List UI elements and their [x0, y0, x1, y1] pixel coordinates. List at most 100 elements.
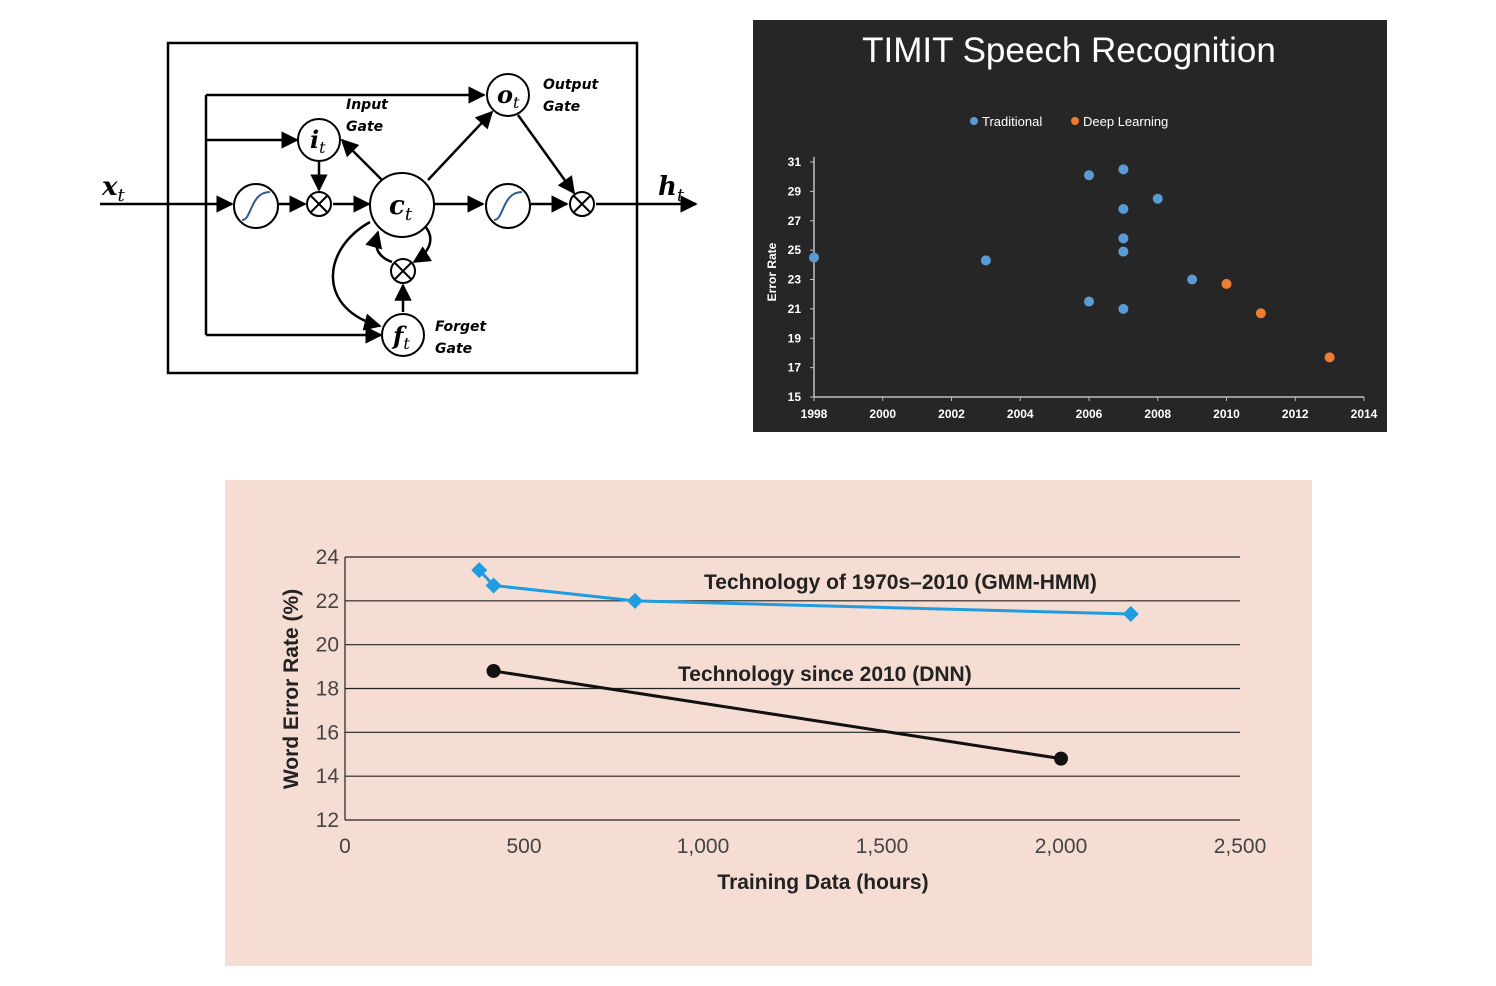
timit-legend-label: Deep Learning — [1083, 114, 1168, 129]
timit-y-tick-label: 27 — [788, 214, 802, 228]
timit-y-tick-label: 29 — [788, 184, 802, 198]
timit-y-tick-label: 21 — [788, 302, 802, 316]
wer-point-gmm-hmm — [1122, 605, 1139, 622]
wer-x-tick-label: 1,000 — [677, 835, 730, 858]
wer-x-tick-label: 2,500 — [1214, 835, 1267, 858]
timit-legend-label: Traditional — [982, 114, 1042, 129]
wer-x-tick-label: 1,500 — [856, 835, 909, 858]
edge-output-gate-mult — [516, 114, 576, 195]
edge-cell-mult-loop — [412, 224, 432, 264]
forget-gate-label-line1: Forget — [435, 319, 488, 335]
timit-point-traditional — [1118, 164, 1129, 175]
output-gate-node: ot — [486, 73, 530, 117]
svg-text:it: it — [310, 125, 326, 157]
output-symbol: ht — [658, 172, 685, 206]
wer-x-tick-label: 2,000 — [1035, 835, 1088, 858]
wer-y-tick-label: 20 — [316, 634, 339, 657]
timit-legend-marker — [1071, 117, 1079, 125]
wer-x-tick-label: 0 — [339, 835, 351, 858]
timit-x-tick-label: 2010 — [1213, 407, 1240, 421]
timit-point-traditional — [1084, 170, 1094, 181]
series-label-dnn: Technology since 2010 (DNN) — [678, 663, 972, 686]
lstm-cell-boundary — [166, 41, 639, 375]
output-gate-label-line2: Gate — [543, 99, 580, 115]
wer-y-tick-label: 14 — [316, 765, 340, 788]
timit-chart-title: TIMIT Speech Recognition — [862, 31, 1276, 70]
timit-point-traditional — [809, 252, 819, 263]
wer-y-tick-label: 22 — [316, 590, 339, 613]
wer-point-dnn — [1054, 751, 1068, 766]
timit-x-tick-label: 2000 — [869, 407, 896, 421]
svg-text:ct: ct — [389, 191, 413, 225]
timit-x-tick-label: 2002 — [938, 407, 965, 421]
multiply-node-forget — [390, 258, 416, 284]
wer-point-gmm-hmm — [471, 562, 488, 579]
timit-y-tick-label: 23 — [788, 273, 802, 287]
wer-series — [471, 562, 1139, 766]
multiply-node-output — [569, 191, 595, 217]
timit-x-tick-label: 2014 — [1351, 407, 1378, 421]
timit-x-tick-label: 2006 — [1076, 407, 1103, 421]
timit-point-traditional — [1118, 303, 1129, 314]
timit-y-tick-label: 15 — [788, 390, 802, 404]
wer-series-line-gmm-hmm — [478, 569, 1131, 616]
wer-point-dnn — [486, 663, 501, 678]
series-label-gmm-hmm: Technology of 1970s–2010 (GMM-HMM) — [704, 571, 1097, 594]
forget-gate-label-line2: Gate — [435, 341, 472, 357]
timit-x-tick-label: 2012 — [1282, 407, 1309, 421]
timit-point-traditional — [1118, 233, 1129, 244]
sigmoid-node-output — [485, 183, 531, 229]
wer-x-tick-label: 500 — [506, 835, 541, 858]
timit-chart-background — [753, 20, 1387, 432]
timit-y-axis-label: Error Rate — [765, 242, 779, 301]
wer-axes: 12 14 16 18 20 22 24 0 500 1,000 1,500 2,000 2,500 — [316, 546, 1267, 858]
cell-state-node: ct — [369, 172, 435, 238]
wer-y-axis-label: Word Error Rate (%) — [280, 589, 303, 789]
wer-y-tick-label: 16 — [316, 721, 339, 744]
timit-y-tick-label: 31 — [788, 155, 802, 169]
lstm-cell-diagram: it ot ft ct xt ht Input Gate Output Gate… — [100, 41, 698, 375]
timit-point-traditional — [1084, 296, 1094, 307]
timit-point-traditional — [1152, 193, 1163, 204]
wer-y-tick-label: 12 — [316, 809, 339, 832]
timit-legend-marker — [970, 117, 978, 125]
timit-data-points — [809, 164, 1335, 363]
edge-cell-forget-gate — [331, 220, 382, 331]
timit-x-tick-label: 2004 — [1007, 407, 1034, 421]
svg-text:ft: ft — [391, 321, 410, 353]
wer-chart-background — [225, 480, 1312, 966]
wer-line-chart: 12 14 16 18 20 22 24 0 500 1,000 1,500 2,000 2,500 T… — [225, 480, 1312, 966]
timit-point-traditional — [1118, 246, 1129, 257]
timit-scatter-chart: TIMIT Speech Recognition Traditional Deep… — [753, 20, 1387, 432]
timit-axes: 15 17 19 21 23 25 27 29 31 1998 2000 2002 2004 2006 20… — [788, 155, 1378, 421]
forget-gate-node: ft — [381, 313, 425, 357]
multiply-node-input — [306, 191, 332, 217]
timit-x-tick-label: 2008 — [1144, 407, 1171, 421]
wer-gridlines — [345, 556, 1240, 821]
timit-point-traditional — [1118, 204, 1129, 214]
edge-cell-output-gate — [427, 110, 494, 181]
output-gate-label-line1: Output — [543, 77, 600, 93]
timit-y-tick-label: 17 — [788, 361, 802, 375]
edge-cell-input-gate — [340, 138, 383, 181]
input-gate-label-line1: Input — [346, 97, 389, 113]
timit-point-deep-learning — [1324, 352, 1335, 363]
wer-x-axis-label: Training Data (hours) — [717, 871, 928, 894]
input-symbol: xt — [101, 172, 126, 206]
timit-point-traditional — [1187, 274, 1198, 285]
timit-y-tick-label: 25 — [788, 243, 802, 257]
timit-legend: Traditional Deep Learning — [970, 114, 1168, 129]
input-gate-label-line2: Gate — [346, 119, 383, 135]
timit-point-traditional — [980, 255, 991, 266]
wer-y-tick-label: 18 — [316, 678, 339, 701]
timit-point-deep-learning — [1255, 308, 1266, 319]
timit-x-tick-label: 1998 — [801, 407, 828, 421]
wer-series-line-dnn — [493, 669, 1062, 761]
wer-point-gmm-hmm — [626, 592, 643, 609]
sigmoid-node-input — [233, 183, 279, 229]
timit-y-tick-label: 19 — [788, 331, 802, 345]
svg-text:ot: ot — [497, 80, 520, 112]
edge-mult-cell-recurrent — [365, 230, 393, 264]
timit-point-deep-learning — [1221, 278, 1232, 289]
wer-y-tick-label: 24 — [316, 546, 340, 569]
